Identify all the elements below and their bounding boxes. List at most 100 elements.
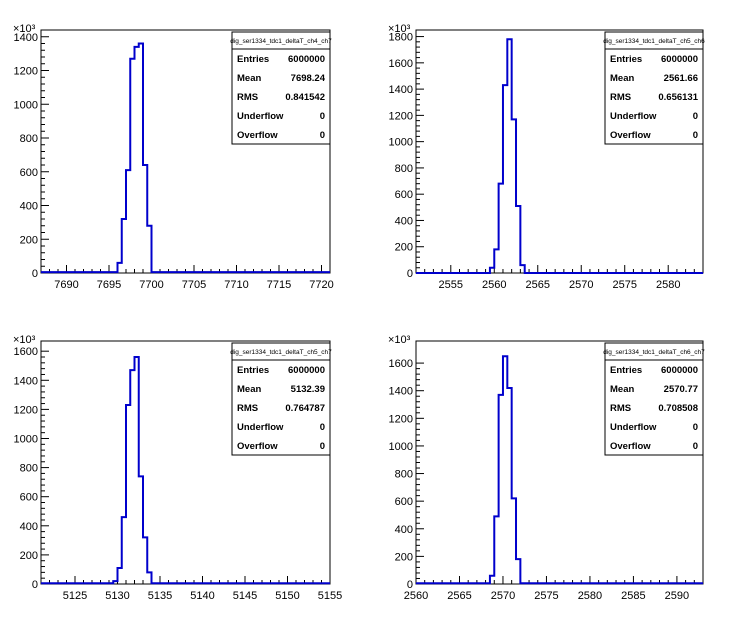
- y-tick-label: 1600: [14, 346, 38, 358]
- stats-box: dig_ser1334_tdc1_deltaT_ch6_ch7 Entries 60…: [603, 342, 705, 456]
- stats-label: Mean: [610, 384, 634, 395]
- stats-value: 0.764787: [285, 403, 325, 414]
- x-tick-label: 5140: [190, 590, 214, 602]
- y-exponent-label: ×10³: [13, 334, 36, 346]
- histogram-panel-2: ×10³ 0 200 400 600 800 1000 1200 1400 1600 1800 255…: [388, 23, 705, 291]
- stats-box-frame: [231, 342, 331, 456]
- stats-label: Mean: [237, 73, 261, 84]
- y-tick-label: 1400: [389, 84, 413, 96]
- x-tick-label: 7695: [97, 279, 121, 291]
- y-tick-label: 1600: [389, 58, 413, 70]
- x-tick-label: 5145: [233, 590, 257, 602]
- stats-label: Underflow: [610, 111, 657, 122]
- x-tick-label: 7700: [139, 279, 163, 291]
- stats-title: dig_ser1334_tdc1_deltaT_ch4_ch7: [230, 38, 332, 45]
- stats-label: Mean: [237, 384, 261, 395]
- stats-label: Entries: [610, 54, 642, 65]
- stats-value: 6000000: [288, 54, 325, 65]
- stats-title: dig_ser1334_tdc1_deltaT_ch5_ch7: [230, 349, 332, 356]
- stats-label: RMS: [610, 403, 631, 414]
- stats-label: Overflow: [610, 441, 651, 452]
- y-tick-label: 0: [32, 579, 38, 591]
- stats-title: dig_ser1334_tdc1_deltaT_ch6_ch7: [603, 349, 705, 356]
- stats-label: Underflow: [237, 422, 284, 433]
- y-tick-label: 200: [20, 234, 38, 246]
- histogram-line: [41, 42, 330, 274]
- y-tick-label: 1000: [14, 99, 38, 111]
- stats-value: 0: [320, 441, 325, 452]
- histogram-line: [41, 356, 330, 585]
- x-tick-label: 2580: [578, 590, 602, 602]
- x-tick-label: 7710: [224, 279, 248, 291]
- y-tick-label: 800: [20, 463, 38, 475]
- y-tick-label: 1400: [14, 32, 38, 44]
- y-tick-label: 0: [407, 268, 413, 280]
- stats-value: 2570.77: [664, 384, 698, 395]
- stats-label: Entries: [237, 54, 269, 65]
- y-exponent-label: ×10³: [388, 334, 411, 346]
- histogram-panel-3: ×10³ 0 200 400 600 800 1000 1200 1400 1600 5125 513…: [13, 334, 342, 602]
- y-tick-label: 600: [395, 496, 413, 508]
- y-tick-label: 1400: [14, 375, 38, 387]
- stats-box: dig_ser1334_tdc1_deltaT_ch4_ch7 Entries 60…: [230, 31, 332, 145]
- stats-label: Overflow: [237, 441, 278, 452]
- y-tick-label: 1400: [389, 386, 413, 398]
- x-tick-label: 2580: [656, 279, 680, 291]
- x-tick-label: 7705: [182, 279, 206, 291]
- stats-value: 2561.66: [664, 73, 698, 84]
- x-tick-label: 5125: [63, 590, 87, 602]
- x-tick-label: 2590: [665, 590, 689, 602]
- y-tick-label: 600: [20, 492, 38, 504]
- histogram-bin: [135, 47, 139, 273]
- x-tick-label: 2570: [491, 590, 515, 602]
- x-tick-label: 2565: [447, 590, 471, 602]
- stats-label: Entries: [237, 365, 269, 376]
- stats-value: 0: [320, 111, 325, 122]
- y-exponent-label: ×10³: [388, 23, 411, 35]
- x-tick-label: 7715: [267, 279, 291, 291]
- x-tick-label: 2565: [526, 279, 550, 291]
- y-tick-label: 1600: [389, 358, 413, 370]
- y-tick-label: 1200: [14, 66, 38, 78]
- stats-label: RMS: [237, 403, 258, 414]
- x-tick-label: 2575: [534, 590, 558, 602]
- stats-value: 0.841542: [285, 92, 325, 103]
- y-tick-label: 1200: [14, 404, 38, 416]
- histogram-line: [416, 38, 703, 274]
- y-tick-label: 200: [395, 551, 413, 563]
- y-tick-label: 0: [32, 268, 38, 280]
- y-tick-label: 800: [395, 469, 413, 481]
- stats-box: dig_ser1334_tdc1_deltaT_ch5_ch7 Entries 60…: [230, 342, 332, 456]
- stats-value: 0: [693, 111, 698, 122]
- stats-label: Underflow: [237, 111, 284, 122]
- y-exponent-label: ×10³: [13, 23, 36, 35]
- x-tick-label: 5135: [148, 590, 172, 602]
- stats-value: 0: [693, 441, 698, 452]
- stats-label: RMS: [610, 92, 631, 103]
- y-tick-label: 600: [20, 167, 38, 179]
- y-tick-label: 400: [395, 215, 413, 227]
- stats-value: 0: [320, 130, 325, 141]
- stats-label: Underflow: [610, 422, 657, 433]
- histogram-panel-1: ×10³ 0 200 400 600 800 1000 1200 1400 7690 7695 770…: [13, 23, 334, 291]
- y-tick-label: 600: [395, 189, 413, 201]
- y-tick-label: 400: [20, 521, 38, 533]
- y-tick-label: 1000: [389, 137, 413, 149]
- x-tick-label: 5130: [105, 590, 129, 602]
- y-tick-label: 0: [407, 579, 413, 591]
- stats-value: 0: [320, 422, 325, 433]
- x-tick-label: 2560: [404, 590, 428, 602]
- stats-value: 6000000: [661, 54, 698, 65]
- stats-box: dig_ser1334_tdc1_deltaT_ch5_ch6 Entries 60…: [603, 31, 705, 145]
- stats-value: 0.708508: [658, 403, 698, 414]
- y-tick-label: 1000: [389, 441, 413, 453]
- stats-value: 5132.39: [291, 384, 325, 395]
- histogram-panel-4: ×10³ 0 200 400 600 800 1000 1200 1400 1600 2560 256…: [388, 334, 705, 602]
- y-tick-label: 1800: [389, 32, 413, 44]
- x-tick-label: 2575: [612, 279, 636, 291]
- y-tick-label: 200: [20, 550, 38, 562]
- x-tick-label: 2560: [482, 279, 506, 291]
- stats-title: dig_ser1334_tdc1_deltaT_ch5_ch6: [603, 38, 705, 45]
- x-tick-label: 2555: [439, 279, 463, 291]
